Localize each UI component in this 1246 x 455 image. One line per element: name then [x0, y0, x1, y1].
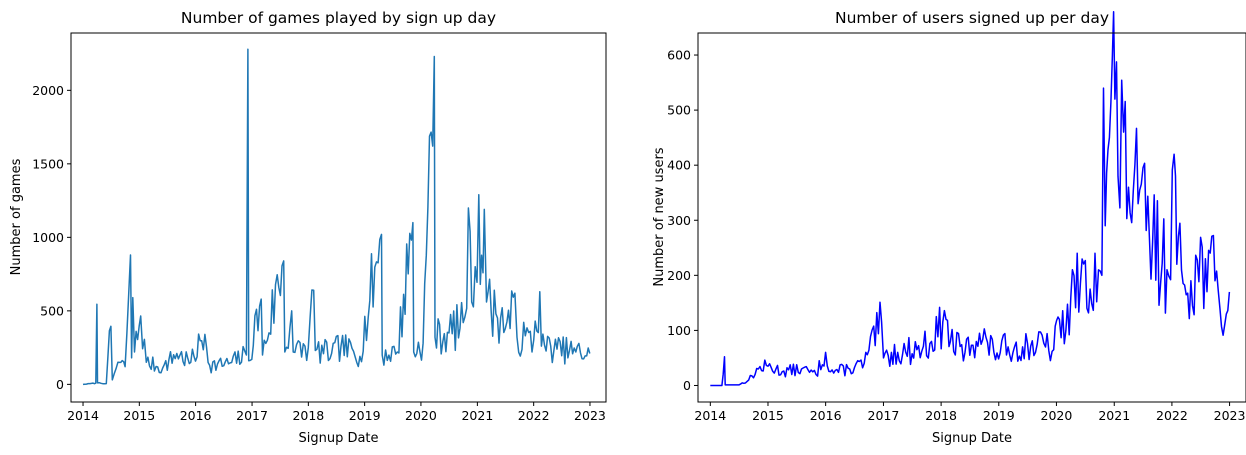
- x-tick-label: 2019: [349, 408, 381, 423]
- users-chart: Number of users signed up per day Signup…: [652, 9, 1246, 446]
- x-tick-label: 2023: [574, 408, 606, 423]
- x-tick-label: 2022: [518, 408, 550, 423]
- x-tick-label: 2022: [1156, 408, 1188, 423]
- y-tick-label: 400: [667, 158, 691, 173]
- y-tick-label: 0: [683, 378, 691, 393]
- x-tick-label: 2021: [1098, 408, 1130, 423]
- y-axis-label: Number of new users: [652, 147, 667, 286]
- y-tick-label: 2000: [32, 83, 64, 98]
- x-tick-label: 2015: [123, 408, 155, 423]
- chart-title: Number of games played by sign up day: [181, 9, 496, 27]
- y-axis-label: Number of games: [9, 158, 24, 275]
- x-tick-label: 2019: [983, 408, 1015, 423]
- y-tick-label: 500: [40, 303, 64, 318]
- y-tick-label: 600: [667, 48, 691, 63]
- x-tick-label: 2020: [405, 408, 437, 423]
- x-tick-label: 2017: [868, 408, 900, 423]
- x-tick-label: 2014: [67, 408, 99, 423]
- y-tick-label: 0: [56, 377, 64, 392]
- y-tick-label: 1500: [32, 156, 64, 171]
- chart-title: Number of users signed up per day: [835, 9, 1109, 27]
- x-tick-label: 2023: [1214, 408, 1246, 423]
- x-tick-label: 2021: [461, 408, 493, 423]
- y-tick-label: 1000: [32, 230, 64, 245]
- x-tick-label: 2016: [180, 408, 212, 423]
- x-axis-label: Signup Date: [298, 431, 378, 446]
- games-chart: Number of games played by sign up day Si…: [9, 9, 607, 446]
- y-tick-label: 300: [667, 213, 691, 228]
- x-tick-label: 2015: [752, 408, 784, 423]
- x-tick-label: 2014: [694, 408, 726, 423]
- plot-frame: [697, 32, 1246, 403]
- x-tick-label: 2020: [1041, 408, 1073, 423]
- x-tick-label: 2016: [810, 408, 842, 423]
- y-tick-label: 500: [667, 103, 691, 118]
- y-tick-label: 200: [667, 268, 691, 283]
- series-line: [710, 11, 1231, 387]
- plot-frame: [70, 32, 607, 403]
- series-line: [82, 48, 591, 386]
- x-axis-label: Signup Date: [932, 431, 1012, 446]
- x-tick-label: 2018: [292, 408, 324, 423]
- y-tick-label: 100: [667, 323, 691, 338]
- x-tick-label: 2017: [236, 408, 268, 423]
- x-tick-label: 2018: [925, 408, 957, 423]
